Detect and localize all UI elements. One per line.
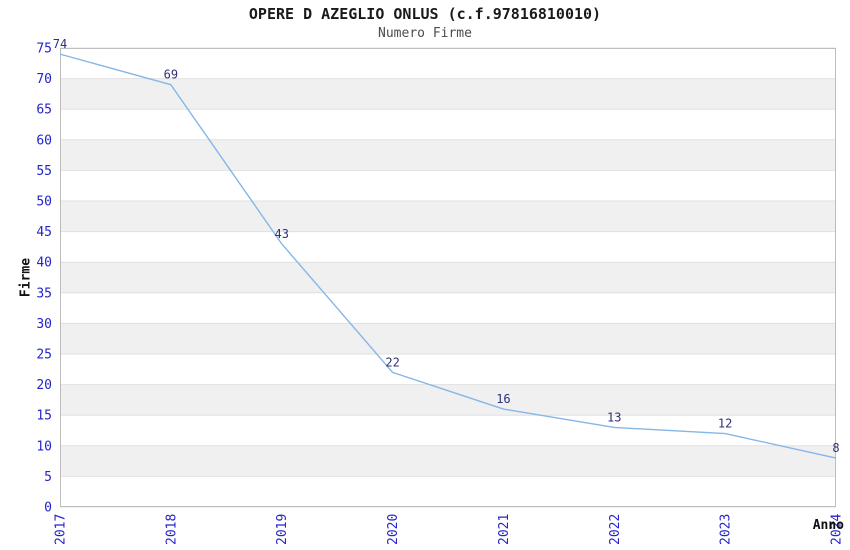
y-tick-label: 15 bbox=[36, 409, 52, 424]
point-label: 13 bbox=[607, 410, 621, 424]
x-tick-label: 2024 bbox=[830, 514, 845, 545]
y-tick-label: 75 bbox=[36, 42, 52, 57]
plot-band bbox=[60, 139, 836, 171]
x-tick-label: 2020 bbox=[386, 514, 401, 545]
y-tick-label: 20 bbox=[36, 378, 52, 393]
y-tick-label: 40 bbox=[36, 256, 52, 271]
x-tick-label: 2019 bbox=[275, 514, 290, 545]
y-tick-label: 0 bbox=[44, 501, 52, 516]
point-label: 43 bbox=[274, 227, 288, 241]
x-tick-label: 2017 bbox=[54, 514, 69, 545]
point-label: 74 bbox=[53, 37, 67, 51]
point-label: 12 bbox=[718, 417, 732, 431]
plot-band bbox=[60, 262, 836, 293]
y-tick-label: 65 bbox=[36, 103, 52, 118]
y-tick-label: 5 bbox=[44, 470, 52, 485]
point-label: 16 bbox=[496, 392, 510, 406]
y-tick-label: 35 bbox=[36, 286, 52, 301]
y-tick-label: 25 bbox=[36, 348, 52, 363]
y-tick-label: 30 bbox=[36, 317, 52, 332]
x-tick-label: 2022 bbox=[608, 514, 623, 545]
y-tick-label: 10 bbox=[36, 439, 52, 454]
data-line bbox=[59, 53, 837, 459]
chart-subtitle: Numero Firme bbox=[378, 26, 472, 41]
plot-border bbox=[60, 48, 836, 507]
y-tick-label: 60 bbox=[36, 133, 52, 148]
plot-band bbox=[60, 323, 836, 354]
x-tick-label: 2018 bbox=[164, 514, 179, 545]
point-label: 22 bbox=[385, 355, 399, 369]
point-label: 8 bbox=[832, 441, 839, 455]
x-axis-label: Anno bbox=[812, 518, 844, 533]
y-tick-label: 50 bbox=[36, 195, 52, 210]
x-tick-label: 2023 bbox=[719, 514, 734, 545]
plot-band bbox=[60, 78, 836, 110]
plot-band bbox=[60, 201, 836, 232]
x-tick-label: 2021 bbox=[497, 514, 512, 545]
y-tick-label: 70 bbox=[36, 72, 52, 87]
plot-band bbox=[60, 384, 836, 416]
y-tick-label: 45 bbox=[36, 225, 52, 240]
y-tick-label: 55 bbox=[36, 164, 52, 179]
chart-title: OPERE D AZEGLIO ONLUS (c.f.97816810010) bbox=[248, 5, 602, 23]
point-label: 69 bbox=[164, 68, 178, 82]
plot-band bbox=[60, 445, 836, 477]
